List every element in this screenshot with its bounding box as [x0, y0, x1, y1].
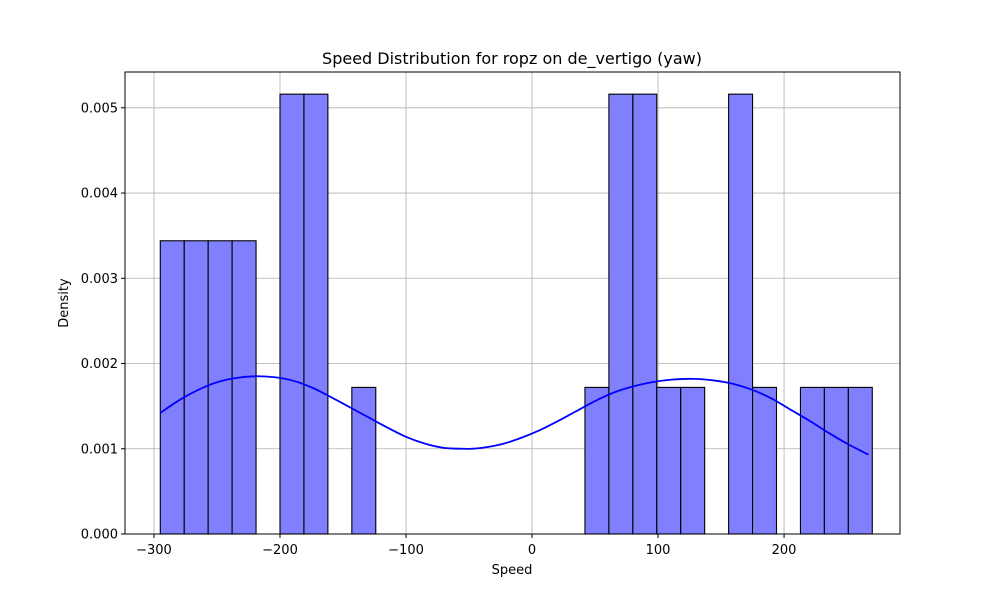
- histogram-bar: [584, 386, 610, 535]
- x-tick-label: −200: [262, 543, 298, 558]
- x-axis-ticks: −300 −200 −100 0 100 200: [136, 534, 796, 558]
- histogram-bar: [799, 386, 825, 535]
- x-tick-label: −100: [388, 543, 424, 558]
- histogram-bar: [847, 386, 873, 535]
- chart-title: Speed Distribution for ropz on de_vertig…: [322, 49, 702, 69]
- x-axis-title: Speed: [492, 563, 533, 578]
- histogram-bar: [207, 240, 233, 535]
- histogram-bar: [159, 240, 185, 535]
- histogram-bars: [159, 93, 873, 535]
- histogram-bar: [231, 240, 257, 535]
- histogram-bar: [279, 93, 305, 535]
- y-tick-label: 0.001: [81, 442, 118, 457]
- y-axis-ticks: 0.000 0.001 0.002 0.003 0.004 0.005: [81, 101, 125, 543]
- histogram-bar: [656, 386, 682, 535]
- histogram-bar: [823, 386, 849, 535]
- x-tick-label: −300: [136, 543, 172, 558]
- x-tick-label: 100: [646, 543, 671, 558]
- x-tick-label: 200: [772, 543, 797, 558]
- y-tick-label: 0.002: [81, 357, 118, 372]
- plot-area-frame: [124, 71, 901, 535]
- kde-curve-group: [159, 375, 869, 456]
- histogram-bar: [728, 93, 754, 535]
- x-tick-label: 0: [528, 543, 536, 558]
- kde-curve: [159, 375, 869, 456]
- histogram-bar: [303, 93, 329, 535]
- y-tick-label: 0.000: [81, 528, 118, 543]
- y-tick-label: 0.005: [81, 101, 118, 116]
- histogram-bar: [608, 93, 634, 535]
- y-tick-label: 0.003: [81, 272, 118, 287]
- histogram-bar: [632, 93, 658, 535]
- histogram-bar: [752, 386, 778, 535]
- y-tick-label: 0.004: [81, 187, 118, 202]
- y-axis-title: Density: [57, 278, 72, 328]
- histogram-bar: [680, 386, 706, 535]
